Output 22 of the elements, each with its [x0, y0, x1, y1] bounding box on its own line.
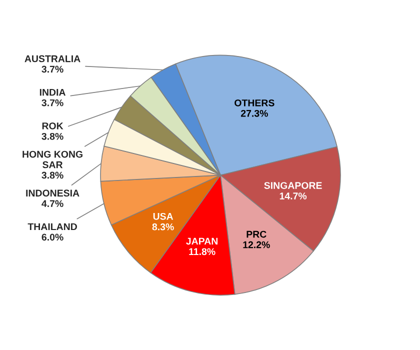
slice-label: INDONESIA [26, 190, 80, 197]
data-label: 3.8% [42, 172, 64, 179]
slice-label: AUSTRALIA [24, 55, 80, 62]
slice-label: THAILAND [28, 223, 77, 230]
data-label: 8.3% [152, 223, 174, 230]
data-label: 4.7% [42, 200, 64, 207]
data-label: 3.7% [42, 99, 64, 106]
data-label: 3.7% [42, 66, 64, 73]
slice-label: HONG KONG SAR [22, 150, 82, 168]
slice-label: INDIA [40, 88, 66, 96]
data-label: 27.3% [240, 110, 268, 117]
data-label: 6.0% [42, 234, 64, 241]
slice-label: OTHERS [234, 99, 274, 106]
slice-label: SINGAPORE [264, 182, 322, 189]
slice-label: PRC [246, 230, 266, 238]
data-label: 11.8% [189, 248, 216, 256]
data-label: 14.7% [280, 192, 307, 200]
data-label: 3.8% [42, 132, 64, 140]
slice-label: JAPAN [186, 238, 218, 245]
data-label: 12.2% [243, 241, 270, 248]
slice-label: USA [153, 212, 174, 220]
slice-label: ROK [42, 122, 64, 130]
